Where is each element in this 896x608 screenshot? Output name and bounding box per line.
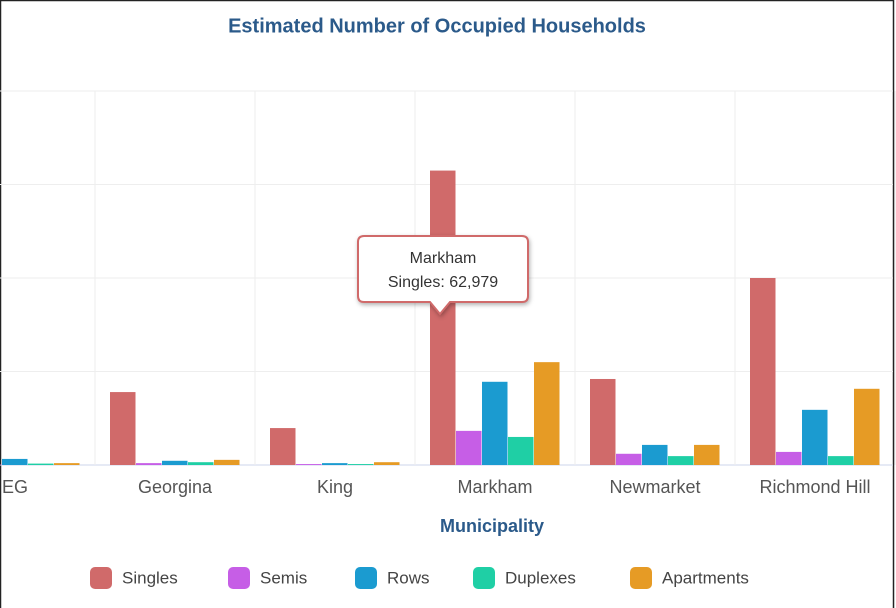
plot [0,90,896,466]
bar [430,170,456,465]
bar [776,451,802,465]
bar [348,464,374,465]
bar [110,392,136,465]
bar [694,444,720,465]
bar [456,430,482,465]
x-axis-label: Municipality [440,516,544,536]
tooltip-box [357,235,529,316]
bar [54,463,80,465]
x-tick-label: Georgina [138,477,213,497]
bar [534,362,560,465]
bar [162,460,188,465]
legend-label: Duplexes [505,568,576,587]
bar [374,462,400,465]
bar [136,463,162,465]
bar [668,456,694,465]
legend-label: Singles [122,568,178,587]
bar [322,463,348,465]
legend-swatch [90,567,112,589]
tooltip-text: Singles: 62,979 [388,274,498,291]
bar [270,428,296,465]
legend-label: Semis [260,568,307,587]
bar [642,444,668,465]
legend-swatch [355,567,377,589]
legend-label: Rows [387,568,430,587]
x-tick-label: Newmarket [609,477,700,497]
legend-label: Apartments [662,568,749,587]
x-tick-label: Markham [457,477,532,497]
x-tick-label: Richmond Hill [759,477,870,497]
chart-title: Estimated Number of Occupied Households [228,15,646,37]
x-tick-label: King [317,477,353,497]
bar [590,378,616,465]
bar [482,381,508,465]
bar [296,464,322,465]
bar [616,453,642,465]
bar [2,458,28,465]
bar [214,459,240,465]
bar [854,388,880,465]
bar [828,456,854,465]
legend-swatch [473,567,495,589]
tooltip-title: Markham [410,250,477,267]
bar [802,409,828,465]
legend-swatch [630,567,652,589]
x-tick-label: EG [2,477,28,497]
bar [188,462,214,465]
bar [750,278,776,465]
legend-swatch [228,567,250,589]
bar [508,436,534,465]
tooltip: Markham Singles: 62,979 [357,235,529,316]
bar [28,463,54,465]
